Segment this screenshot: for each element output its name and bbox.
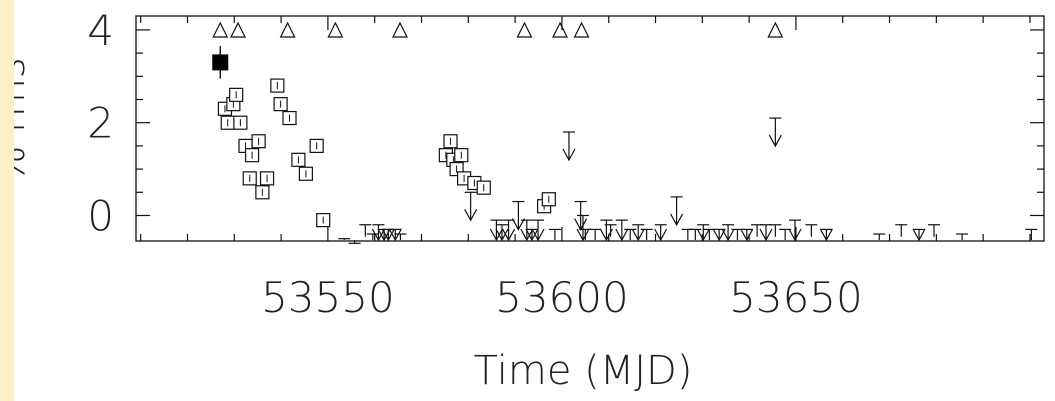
chart-canvas: 0 2 4 53550 53600 53650 Time (MJD) % rms bbox=[14, 0, 1055, 401]
triangle-marker bbox=[212, 21, 229, 38]
upper-limit-arrow bbox=[670, 213, 684, 227]
upper-limit-arrow bbox=[489, 228, 503, 242]
triangle-marker bbox=[767, 21, 784, 38]
filled-square bbox=[212, 54, 229, 71]
plot-frame bbox=[135, 15, 1045, 242]
upper-limit-arrow bbox=[819, 228, 833, 242]
upper-limit-arrow bbox=[740, 228, 754, 242]
triangle-marker bbox=[392, 21, 408, 38]
filled-detection bbox=[212, 46, 229, 79]
triangle-markers bbox=[212, 21, 784, 38]
x-tick-label: 53600 bbox=[495, 273, 629, 322]
upper-limit-arrow bbox=[511, 218, 525, 231]
upper-limit-arrow bbox=[525, 228, 539, 242]
triangle-marker bbox=[230, 21, 247, 38]
upper-limit-arrow bbox=[768, 134, 782, 148]
upper-limit-arrow bbox=[464, 209, 478, 222]
upper-limit-arrow bbox=[912, 228, 926, 242]
upper-limit-arrow bbox=[371, 228, 385, 242]
x-tick-labels: 53550 53600 53650 bbox=[261, 273, 863, 322]
y-tick-label: 0 bbox=[87, 191, 114, 240]
triangle-marker bbox=[279, 21, 296, 38]
upper-limit-arrow bbox=[576, 228, 590, 242]
upper-limit-arrow bbox=[495, 228, 509, 242]
triangle-marker bbox=[516, 21, 533, 38]
triangle-marker bbox=[327, 21, 344, 38]
axis-ticks bbox=[136, 16, 1044, 241]
upper-limit-arrow bbox=[788, 228, 802, 242]
x-axis-label: Time (MJD) bbox=[474, 348, 693, 394]
y-axis-label: % rms bbox=[14, 57, 34, 183]
x-tick-label: 53650 bbox=[729, 273, 863, 322]
light-curve-plot: 0 2 4 53550 53600 53650 Time (MJD) % rms bbox=[14, 6, 1045, 394]
upper-limit-arrow bbox=[388, 228, 402, 242]
upper-limit-arrow bbox=[654, 228, 668, 242]
upper-limits bbox=[338, 117, 1038, 244]
plot-border bbox=[135, 15, 1045, 242]
y-tick-label: 4 bbox=[87, 6, 114, 55]
upper-limit-arrow bbox=[759, 228, 773, 242]
triangle-marker bbox=[573, 21, 590, 38]
upper-limit-arrow bbox=[381, 228, 395, 242]
detections bbox=[217, 78, 556, 228]
upper-limit-arrow bbox=[721, 228, 735, 242]
x-tick-label: 53550 bbox=[261, 273, 395, 322]
upper-limit-arrow bbox=[520, 228, 534, 242]
y-tick-label: 2 bbox=[87, 99, 114, 148]
upper-limit-arrow bbox=[631, 228, 645, 242]
upper-limit-arrow bbox=[615, 228, 629, 242]
upper-limit-arrow bbox=[531, 228, 545, 242]
upper-limit-arrow bbox=[562, 148, 576, 162]
upper-limit-arrow bbox=[712, 228, 726, 242]
upper-limit-arrow bbox=[502, 228, 516, 242]
triangle-marker bbox=[552, 21, 569, 38]
upper-limit-arrow bbox=[696, 228, 710, 242]
y-tick-labels: 0 2 4 bbox=[87, 6, 114, 241]
